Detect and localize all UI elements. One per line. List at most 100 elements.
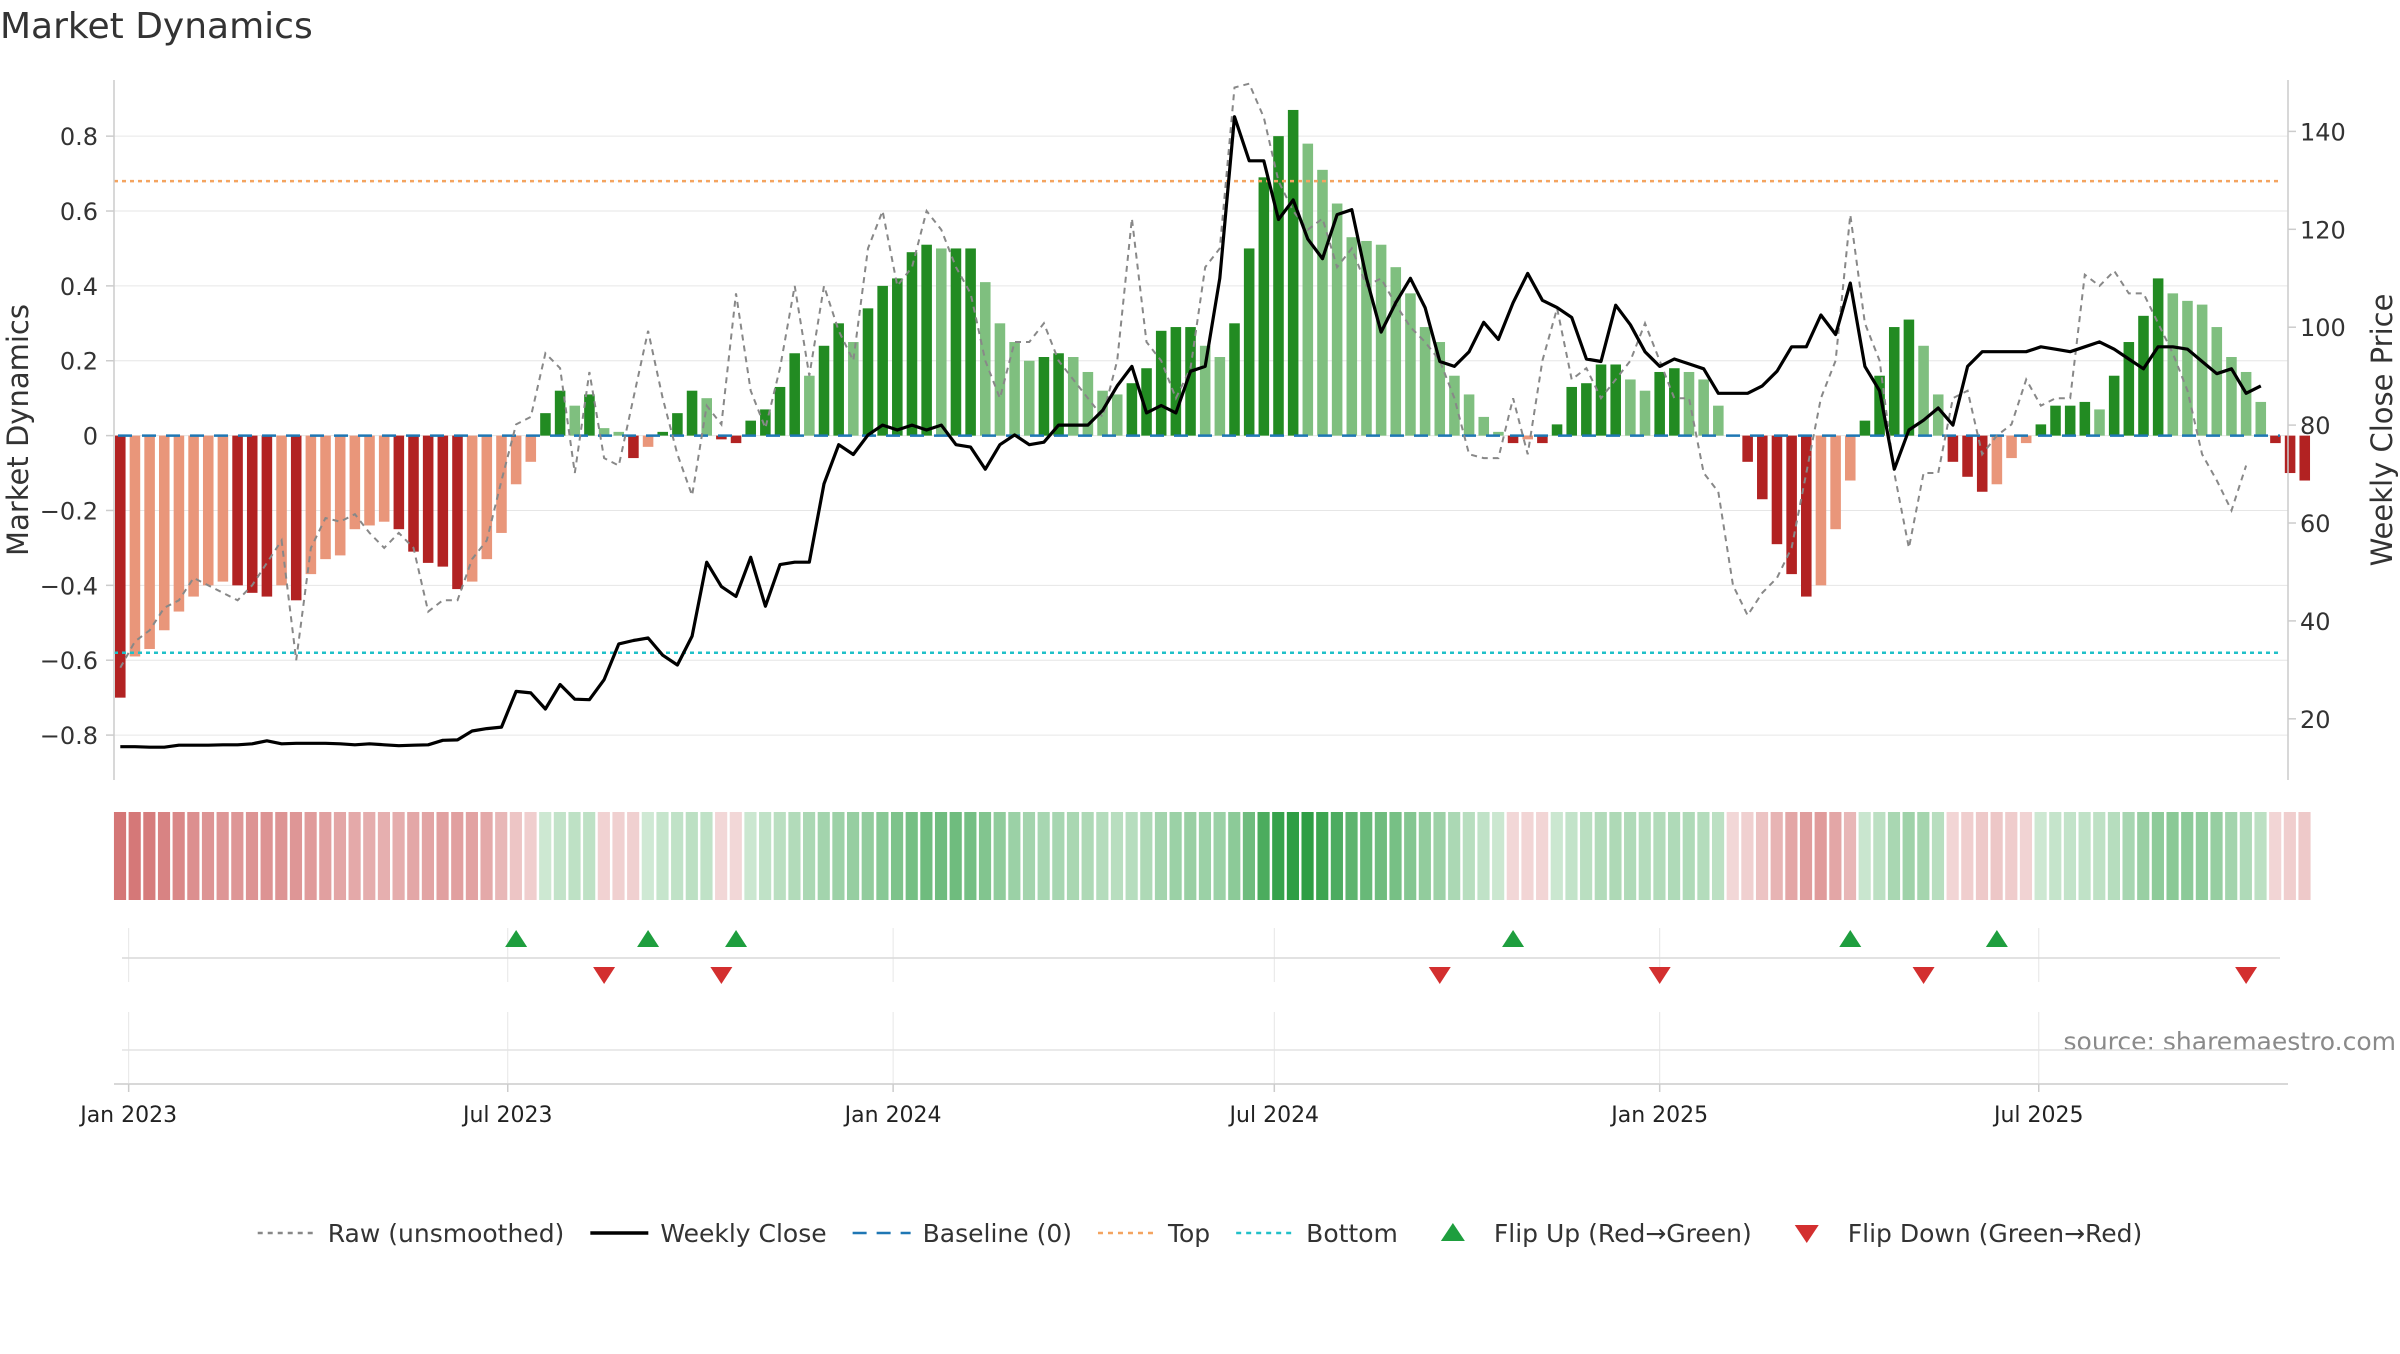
flip-down-marker	[1428, 967, 1451, 984]
band-cell	[1697, 812, 1710, 900]
band-cell	[1917, 812, 1930, 900]
dynamics-bar	[1126, 383, 1138, 436]
dynamics-bar	[393, 435, 405, 530]
band-cell	[2254, 812, 2267, 900]
dynamics-bar	[569, 405, 581, 436]
axes-layer: −0.8 −0.6 −0.4 −0.2 0 0.2 0.4 0.6 0.8 20 40 60 80 100…	[40, 80, 2346, 780]
legend-label: Flip Down (Green→Red)	[1848, 1219, 2143, 1248]
dynamics-bar	[1844, 435, 1856, 481]
dynamics-bar	[290, 435, 302, 601]
band-cell	[1198, 812, 1212, 900]
dynamics-bar	[2167, 293, 2179, 436]
band-cell	[289, 812, 303, 900]
band-cell	[1653, 812, 1666, 900]
dynamics-bar	[1375, 244, 1387, 436]
chart-title: Market Dynamics	[0, 6, 313, 47]
dynamics-bar	[1610, 364, 1621, 436]
band-cell	[304, 812, 317, 900]
band-cell	[348, 812, 361, 900]
band-cell	[377, 812, 391, 900]
dynamics-bar	[628, 435, 639, 459]
flip-up-marker	[1985, 930, 2008, 947]
band-cell	[1755, 812, 1769, 900]
dynamics-bar	[246, 435, 258, 593]
dynamics-bar	[1566, 386, 1577, 436]
y-axis-label: Market Dynamics	[1, 304, 35, 556]
dynamics-bar	[1537, 435, 1548, 444]
band-cell	[231, 812, 244, 900]
band-cell	[700, 812, 713, 900]
x-axis: Jan 2023 Jul 2023 Jan 2024 Jul 2024 Jan 2025…	[78, 1012, 2288, 1128]
dynamics-bar	[2270, 435, 2281, 444]
dynamics-bar	[1654, 371, 1665, 436]
dynamics-bar	[2006, 435, 2017, 459]
dynamics-bar	[144, 435, 155, 649]
band-cell	[2239, 812, 2252, 900]
band-cell	[1873, 812, 1886, 900]
dynamics-bar	[1874, 375, 1885, 436]
x-tick-label: Jul 2023	[461, 1103, 553, 1128]
band-cell	[788, 812, 801, 900]
legend-item: Bottom	[1236, 1219, 1398, 1248]
dynamics-bar	[1331, 203, 1343, 436]
dynamics-bar	[979, 282, 991, 436]
band-cell	[495, 812, 508, 900]
band-cell	[1990, 812, 2003, 900]
band-cell	[201, 812, 215, 900]
y2-tick-label: 40	[2300, 608, 2331, 636]
dynamics-bar	[276, 435, 287, 586]
band-cell	[1154, 812, 1168, 900]
dynamics-bar	[554, 390, 566, 436]
band-cell	[583, 812, 596, 900]
band-cell	[1770, 812, 1783, 900]
dynamics-bar	[642, 435, 654, 447]
dynamics-bar	[1053, 353, 1064, 436]
band-cell	[1931, 812, 1945, 900]
dynamics-bar	[422, 435, 434, 563]
band-cell	[275, 812, 288, 900]
dynamics-bar	[1141, 368, 1152, 436]
band-cell	[1536, 812, 1549, 900]
dynamics-bar	[730, 435, 742, 444]
dynamics-bar	[1757, 435, 1768, 500]
dynamics-bar	[481, 435, 493, 560]
band-cell	[1887, 812, 1901, 900]
band-cell	[1594, 812, 1607, 900]
dynamics-bar	[1815, 435, 1827, 586]
dynamics-bar	[965, 248, 976, 436]
y2-tick-label: 140	[2300, 118, 2346, 146]
legend-label: Baseline (0)	[923, 1219, 1072, 1248]
band-cell	[1638, 812, 1651, 900]
dynamics-bar	[1243, 248, 1255, 436]
band-cell	[1814, 812, 1827, 900]
dynamics-bar	[1918, 345, 1929, 436]
dynamics-bar	[158, 435, 170, 631]
dynamics-bar	[1097, 390, 1108, 436]
dynamics-bar	[1801, 435, 1812, 597]
dynamics-bar	[320, 435, 331, 560]
band-cell	[2283, 812, 2296, 900]
band-cell	[1272, 812, 1285, 900]
dynamics-bar	[1771, 435, 1783, 545]
band-cell	[2269, 812, 2282, 900]
dynamics-bar	[232, 435, 243, 586]
band-cell	[524, 812, 537, 900]
band-cell	[993, 812, 1006, 900]
band-cell	[436, 812, 449, 900]
dynamics-bar	[848, 342, 859, 436]
dynamics-bar	[1258, 177, 1270, 436]
band-cell	[392, 812, 405, 900]
dynamics-bar	[1493, 431, 1504, 436]
dynamics-bar	[1991, 435, 2003, 485]
dynamics-bar	[2064, 405, 2076, 436]
dynamics-bar	[1023, 360, 1035, 436]
dynamics-bar	[1111, 394, 1123, 436]
band-cell	[363, 812, 376, 900]
band-cell	[2210, 812, 2223, 900]
band-cell	[245, 812, 259, 900]
band-cell	[2049, 812, 2062, 900]
strength-band	[113, 812, 2311, 900]
band-cell	[846, 812, 860, 900]
y2-tick-label: 100	[2300, 314, 2346, 342]
dynamics-bar	[950, 248, 962, 436]
